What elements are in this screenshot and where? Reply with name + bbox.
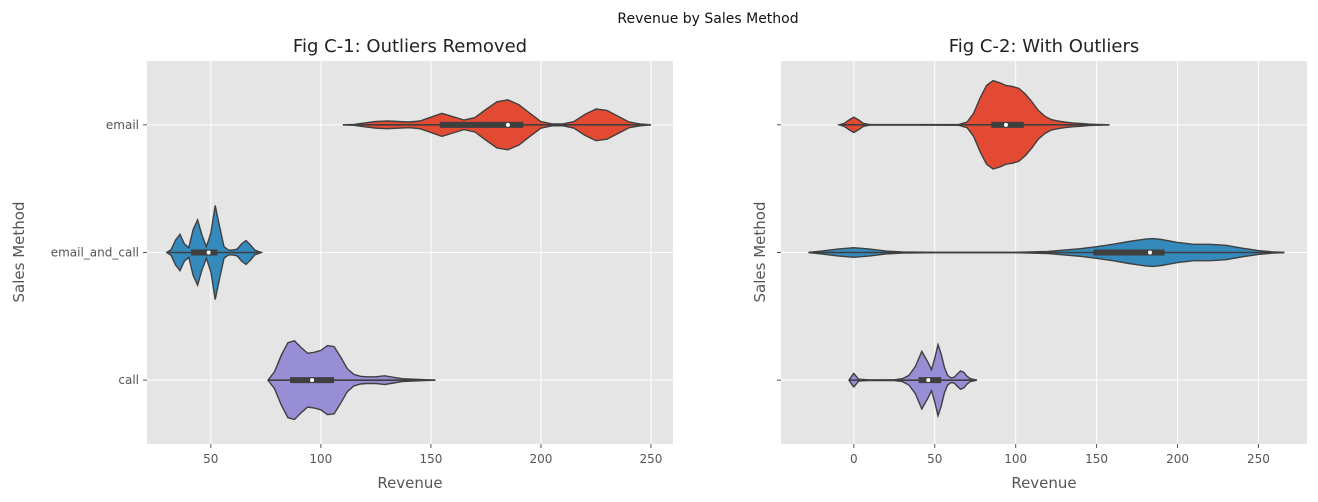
y-axis-label-outliers-removed: Sales Method: [10, 202, 28, 303]
y-tick-label: email_and_call: [51, 246, 139, 260]
x-axis-label-with-outliers: Revenue: [1011, 474, 1076, 492]
median-dot-email_and_call: [206, 250, 211, 255]
x-tick-label: 250: [1247, 452, 1270, 466]
y-tick-label: call: [118, 373, 139, 387]
median-dot-email_and_call: [1148, 250, 1153, 255]
x-tick-label: 0: [850, 452, 858, 466]
x-tick-label: 200: [529, 452, 552, 466]
x-tick-label: 100: [309, 452, 332, 466]
x-tick-label: 150: [1085, 452, 1108, 466]
median-dot-email: [1003, 122, 1008, 127]
plot-area: 0 50 100 150 200 250: [777, 61, 1307, 466]
figure-suptitle: Revenue by Sales Method: [617, 11, 798, 27]
x-tick-label: 200: [1166, 452, 1189, 466]
median-dot-call: [310, 378, 315, 383]
y-axis-label-with-outliers: Sales Method: [751, 202, 769, 303]
x-tick-label: 100: [1004, 452, 1027, 466]
x-tick-label: 150: [419, 452, 442, 466]
x-tick-label: 50: [203, 452, 218, 466]
median-dot-email: [505, 122, 510, 127]
x-axis-label-outliers-removed: Revenue: [377, 474, 442, 492]
x-tick-label: 250: [640, 452, 663, 466]
panel-title-with-outliers: Fig C-2: With Outliers: [949, 36, 1140, 57]
panel-with-outliers: 0 50 100 150 200 250 Fig C-2: With Outliers R…: [751, 36, 1307, 492]
x-tick-label: 50: [927, 452, 942, 466]
median-dot-call: [926, 378, 931, 383]
panel-title-outliers-removed: Fig C-1: Outliers Removed: [293, 36, 527, 57]
y-tick-label: email: [106, 118, 139, 132]
